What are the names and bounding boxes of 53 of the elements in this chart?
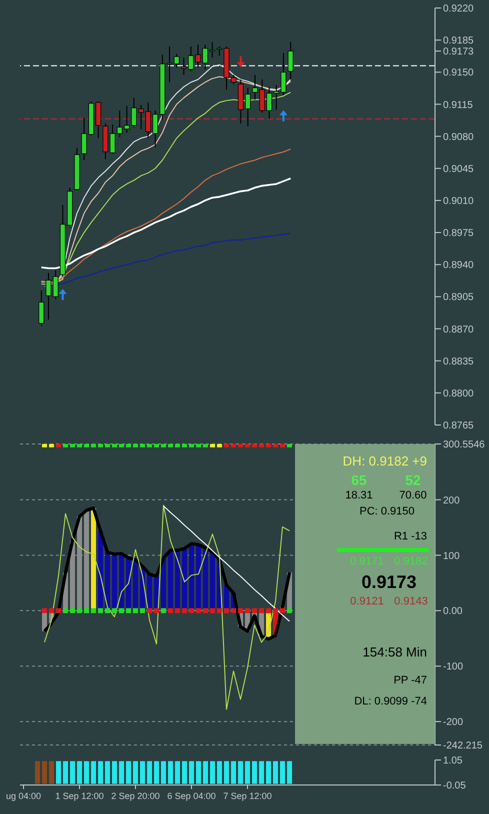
- y-tick-label: 0.9010: [443, 196, 474, 208]
- y-tick-label: 0.8905: [443, 292, 474, 304]
- y-tick-label: -242.215: [443, 740, 483, 752]
- point: [236, 56, 245, 68]
- y-tick-label: 0.8765: [443, 420, 474, 432]
- y-tick-label: 0.9150: [443, 68, 474, 79]
- annotation: 65: [351, 472, 367, 488]
- annotation: 154:58 Min: [362, 644, 427, 660]
- candlestick: [38, 290, 44, 327]
- annotation: 0.9121: [350, 596, 384, 608]
- annotation: PC: 0.9150: [359, 506, 415, 518]
- annotation: 52: [405, 472, 421, 488]
- annotation: 0.9171: [350, 556, 384, 568]
- y-tick-label: 0.8940: [443, 260, 474, 272]
- line-series: [42, 506, 292, 641]
- point: [58, 288, 67, 300]
- y-tick-label: 100: [443, 550, 460, 562]
- candlestick: [288, 41, 294, 80]
- y-tick-label: 0.8835: [443, 356, 474, 368]
- y-tick-label: 0.8870: [443, 324, 474, 336]
- annotation: DL: 0.9099 -74: [354, 696, 427, 708]
- y-tick-label: 0.9080: [443, 132, 474, 143]
- y-tick-label: 0.9173: [443, 46, 474, 58]
- line-series: [163, 505, 290, 622]
- line-series: [44, 504, 290, 710]
- annotation: 0.9182: [394, 556, 428, 568]
- y-tick-label: 0.9220: [443, 4, 474, 15]
- x-tick-label: 7 Sep 12:00: [223, 791, 272, 801]
- annotation: 18.31: [345, 490, 373, 502]
- y-tick-label: -200: [443, 717, 464, 728]
- y-tick-label: -0.05: [443, 780, 466, 792]
- y-tick-label: 200: [443, 495, 460, 506]
- y-tick-label: 0.00: [443, 606, 463, 618]
- annotation: 0.9143: [394, 596, 428, 608]
- line-series: [40, 178, 292, 270]
- x-tick-label: 2 Sep 20:00: [111, 791, 160, 801]
- annotation: 70.60: [399, 490, 427, 502]
- y-tick-label: 0.9185: [443, 36, 474, 47]
- annotation: R1 -13: [394, 530, 427, 542]
- y-tick-label: 0.9115: [443, 100, 474, 111]
- x-tick-label: ug 04:00: [6, 791, 42, 801]
- y-tick-label: 300.5546: [443, 440, 486, 451]
- annotation: 0.9173: [361, 572, 417, 592]
- x-tick-label: 1 Sep 12:00: [55, 791, 104, 801]
- point: [279, 110, 288, 122]
- y-tick-label: 1.05: [443, 756, 463, 767]
- y-tick-label: 0.8800: [443, 388, 474, 400]
- y-tick-label: -100: [443, 662, 464, 673]
- annotation: DH: 0.9182 +9: [342, 454, 427, 468]
- annotation: PP -47: [394, 674, 427, 686]
- y-tick-label: 0.8975: [443, 228, 474, 240]
- y-tick-label: 0.9045: [443, 164, 474, 175]
- x-tick-label: 6 Sep 04:00: [167, 791, 216, 801]
